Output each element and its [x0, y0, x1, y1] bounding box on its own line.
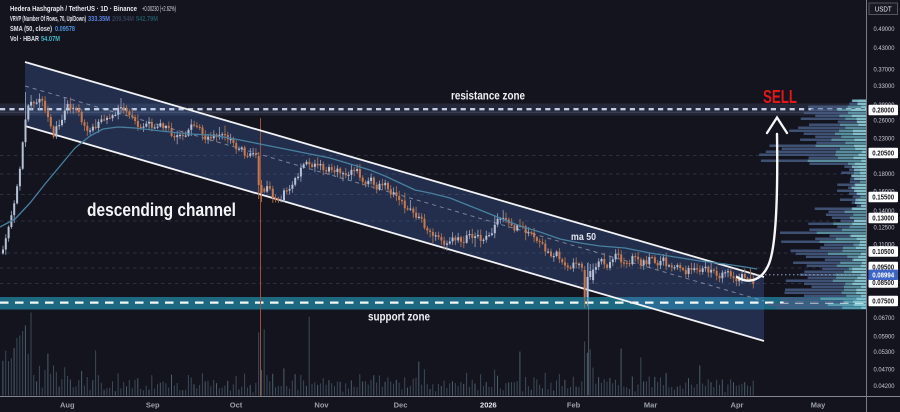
svg-text:Sep: Sep	[146, 401, 160, 410]
svg-text:support zone: support zone	[368, 312, 430, 324]
svg-text:0.06700: 0.06700	[874, 315, 895, 322]
svg-text:0.23000: 0.23000	[874, 136, 895, 143]
svg-text:0.15500: 0.15500	[872, 195, 894, 202]
svg-text:0.05900: 0.05900	[874, 334, 895, 341]
svg-text:0.43000: 0.43000	[874, 45, 895, 52]
svg-text:0.49000: 0.49000	[874, 26, 895, 33]
svg-text:0.33000: 0.33000	[874, 83, 895, 90]
svg-text:0.09578: 0.09578	[55, 26, 75, 33]
svg-text:0.04700: 0.04700	[874, 367, 895, 374]
svg-text:0.26000: 0.26000	[874, 118, 895, 125]
svg-text:Mar: Mar	[644, 401, 657, 410]
svg-text:resistance zone: resistance zone	[451, 91, 525, 103]
svg-text:0.13000: 0.13000	[872, 216, 894, 223]
svg-text:VRVP (Number Of Rows, 70, Up/D: VRVP (Number Of Rows, 70, Up/Down)	[10, 16, 86, 23]
svg-text:333.35M: 333.35M	[88, 16, 110, 23]
svg-text:0.05300: 0.05300	[874, 349, 895, 356]
svg-text:542.79M: 542.79M	[136, 16, 158, 23]
svg-text:0.09500: 0.09500	[872, 265, 894, 272]
svg-text:Oct: Oct	[230, 401, 243, 410]
svg-text:SELL: SELL	[763, 86, 797, 107]
svg-text:0.11000: 0.11000	[874, 242, 895, 249]
svg-text:0.28000: 0.28000	[872, 108, 894, 115]
svg-text:Dec: Dec	[394, 401, 408, 410]
svg-text:May: May	[811, 401, 826, 410]
svg-text:USDT: USDT	[875, 7, 893, 14]
svg-text:0.37000: 0.37000	[874, 66, 895, 73]
svg-text:54.07M: 54.07M	[41, 36, 60, 43]
svg-text:209.54M: 209.54M	[112, 16, 134, 23]
svg-text:0.12500: 0.12500	[874, 224, 895, 231]
svg-text:ma 50: ma 50	[571, 232, 596, 243]
svg-text:Apr: Apr	[731, 401, 744, 410]
svg-text:2026: 2026	[480, 401, 497, 410]
svg-text:0.07500: 0.07500	[872, 299, 894, 306]
svg-text:+0.00230 (+2.62%): +0.00230 (+2.62%)	[142, 6, 176, 13]
svg-text:descending channel: descending channel	[87, 200, 236, 220]
svg-text:0.08500: 0.08500	[872, 280, 894, 287]
svg-text:0.04200: 0.04200	[874, 383, 895, 390]
svg-text:0.14000: 0.14000	[874, 208, 895, 215]
svg-text:0.10500: 0.10500	[872, 249, 894, 256]
svg-text:0.08994: 0.08994	[872, 272, 894, 279]
svg-text:SMA (50, close): SMA (50, close)	[10, 26, 52, 33]
svg-text:0.20500: 0.20500	[872, 151, 894, 158]
svg-text:Aug: Aug	[60, 401, 75, 410]
svg-text:Vol · HBAR: Vol · HBAR	[10, 36, 39, 43]
svg-text:Nov: Nov	[314, 401, 329, 410]
svg-text:Hedera Hashgraph / TetherUS ·: Hedera Hashgraph / TetherUS · 1D · Binan…	[10, 4, 137, 13]
svg-text:Feb: Feb	[567, 401, 581, 410]
svg-text:0.18000: 0.18000	[874, 171, 895, 178]
